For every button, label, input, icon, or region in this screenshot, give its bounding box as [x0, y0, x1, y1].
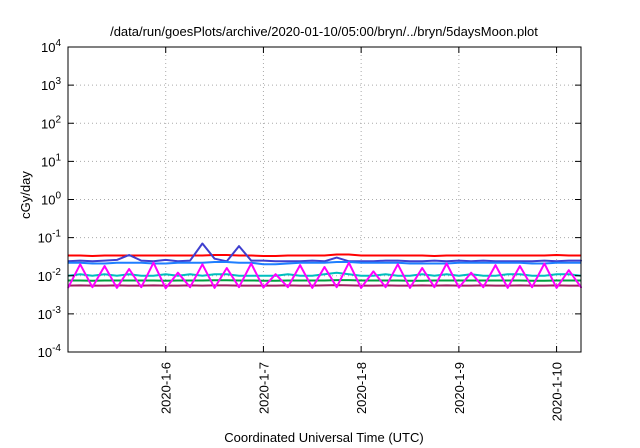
x-axis: 2020-1-6 2020-1-7 2020-1-8 2020-1-9 2020-1-1… — [159, 47, 565, 421]
x-axis-label: Coordinated Universal Time (UTC) — [224, 430, 423, 445]
series-line-2 — [67, 242, 582, 263]
series-group — [67, 242, 582, 290]
y-tick-label: 10-1 — [38, 229, 62, 246]
grid — [68, 47, 581, 352]
series-line-5 — [68, 279, 581, 282]
x-tick-label: 2020-1-10 — [550, 362, 565, 421]
y-axis: 10-4 10-3 10-2 10-1 100 101 102 103 104 — [38, 38, 581, 360]
series-line-1 — [68, 253, 581, 257]
x-tick-label: 2020-1-8 — [354, 362, 369, 414]
y-tick-label: 102 — [41, 114, 61, 131]
y-tick-label: 10-2 — [38, 267, 62, 284]
x-tick-label: 2020-1-9 — [452, 362, 467, 414]
y-axis-label: cGy/day — [18, 171, 33, 219]
y-tick-label: 10-4 — [38, 343, 62, 360]
series-line-7 — [67, 261, 582, 290]
chart-title: /data/run/goesPlots/archive/2020-01-10/0… — [110, 24, 538, 39]
y-tick-label: 100 — [41, 191, 61, 208]
series-line-3 — [68, 261, 581, 266]
x-tick-label: 2020-1-7 — [256, 362, 271, 414]
y-tick-label: 104 — [41, 38, 61, 55]
y-tick-label: 10-3 — [38, 305, 62, 322]
series-line-6 — [67, 284, 581, 287]
y-tick-label: 103 — [41, 76, 61, 93]
x-tick-label: 2020-1-6 — [159, 362, 174, 414]
series-line-4 — [67, 271, 582, 277]
y-tick-label: 101 — [41, 152, 61, 169]
